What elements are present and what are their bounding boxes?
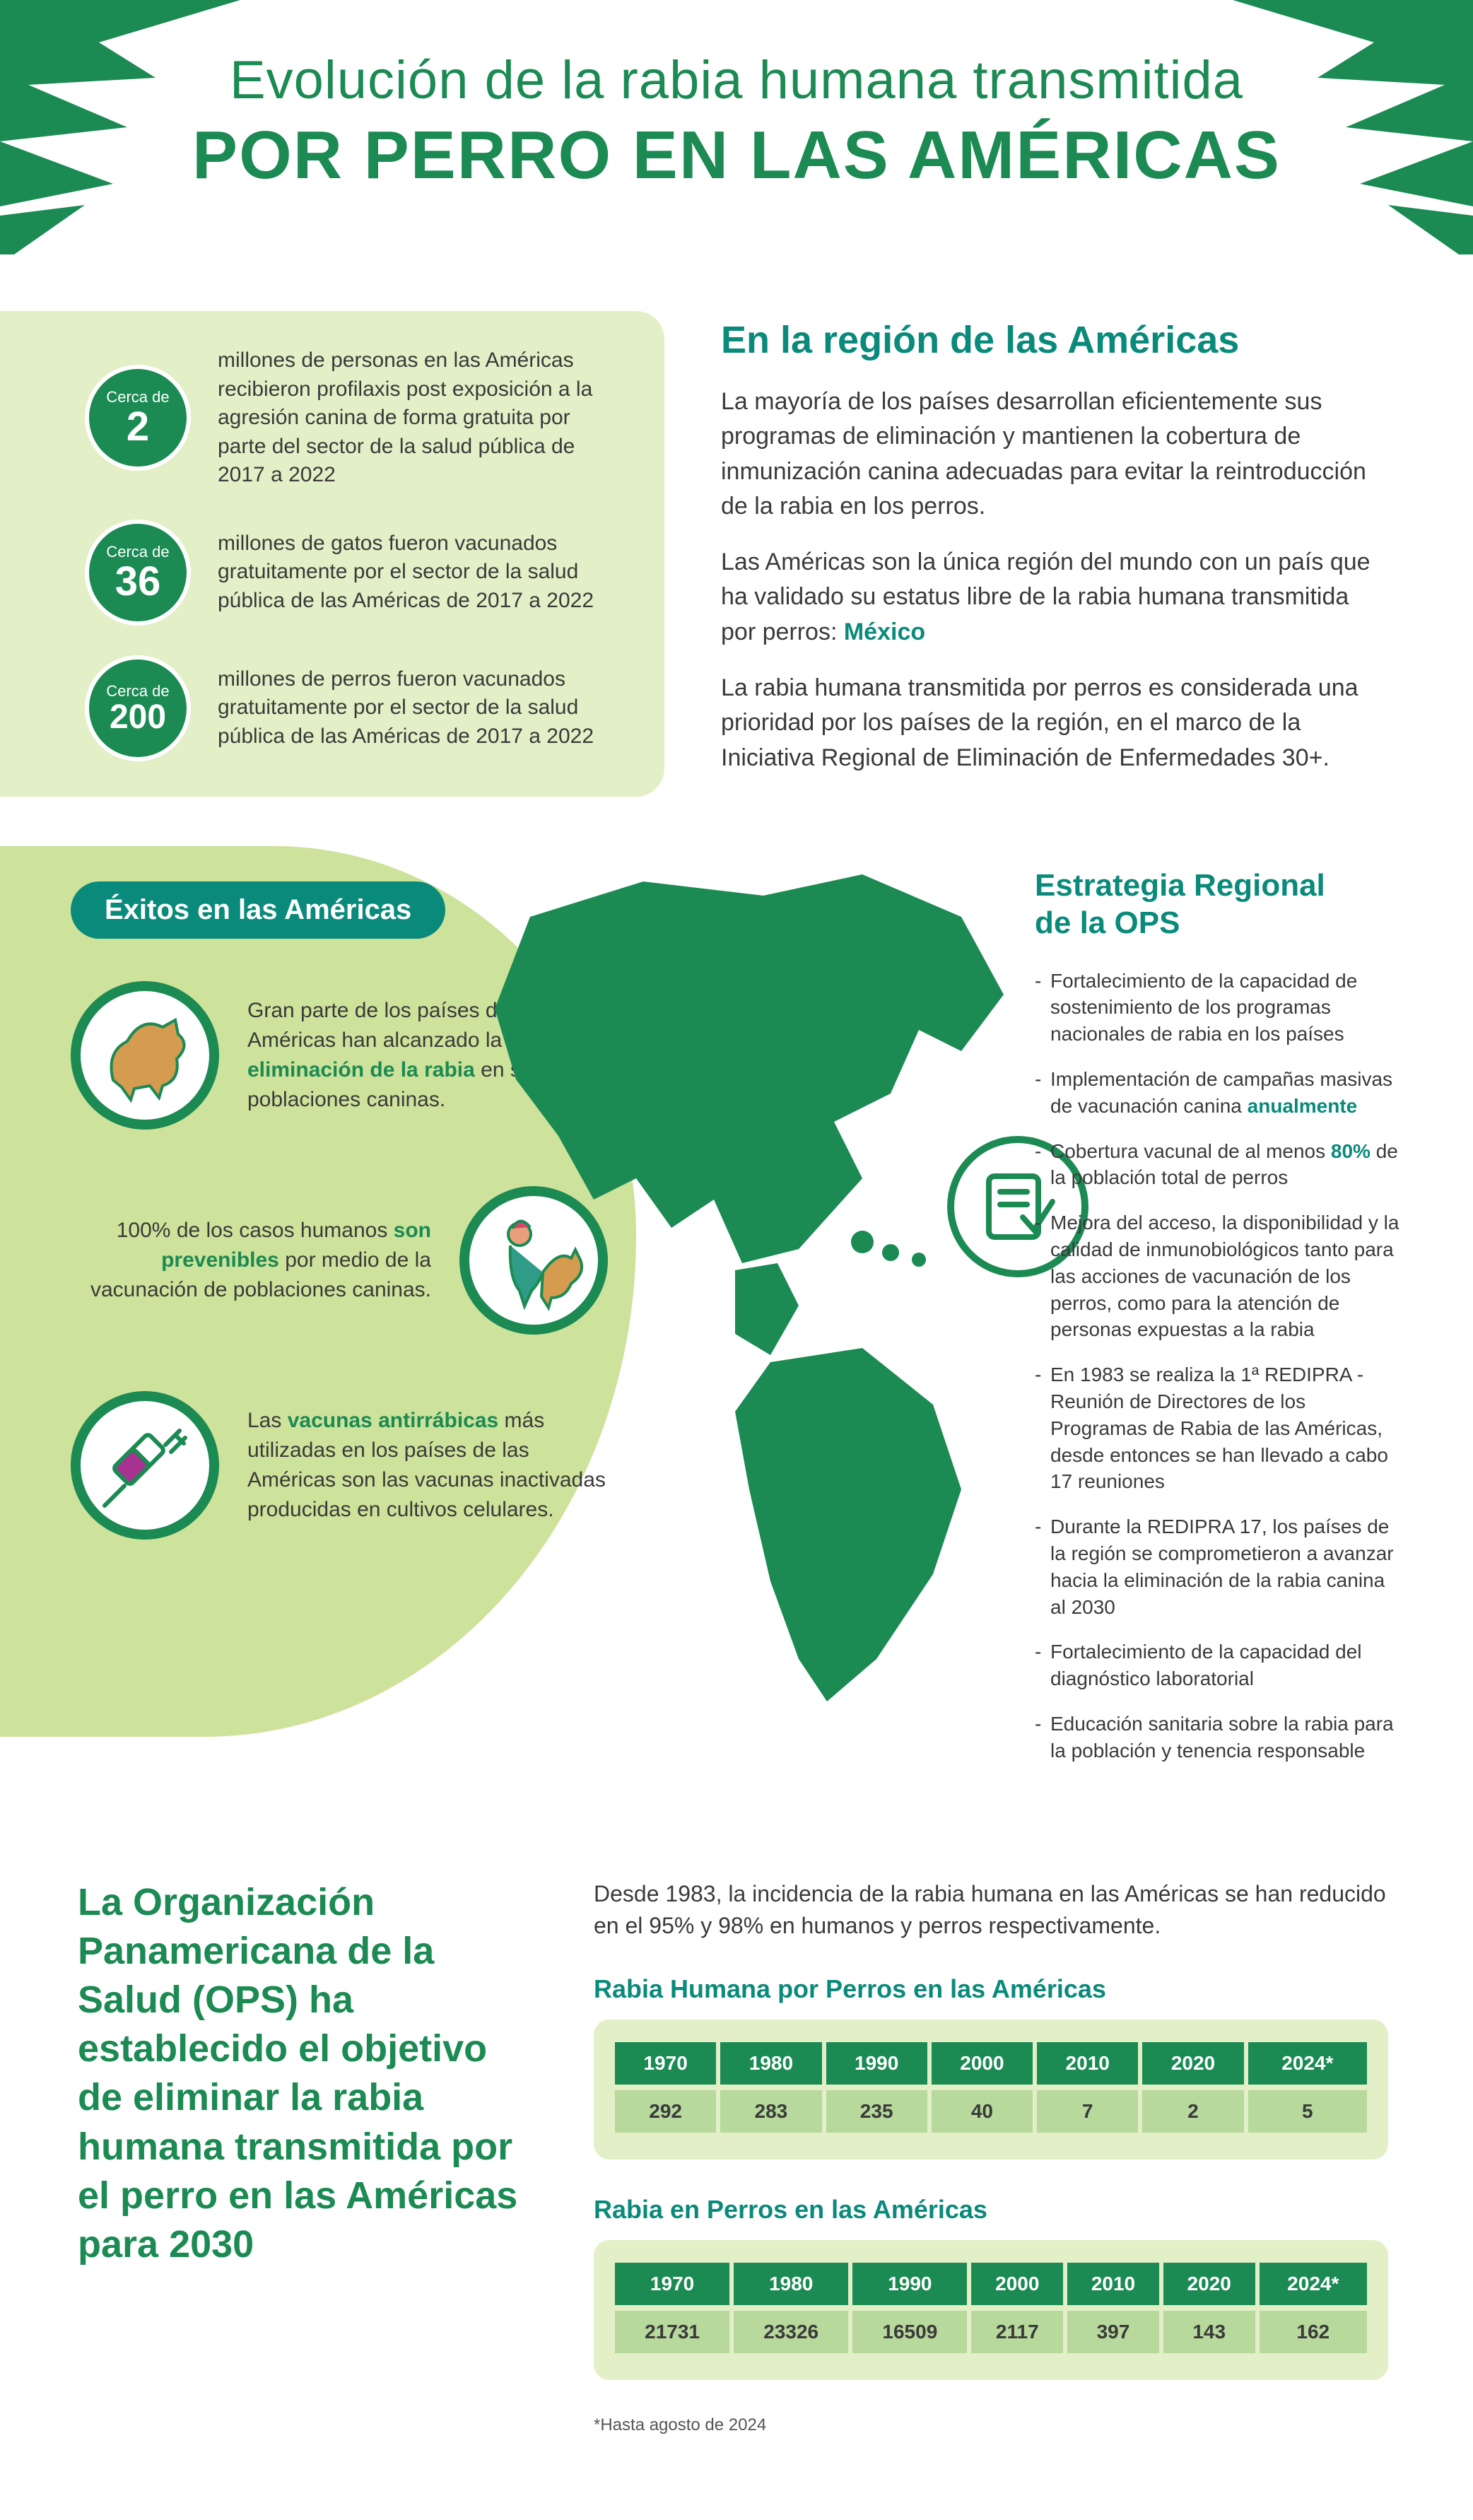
year-header: 2024* [1260, 2263, 1367, 2305]
stat-text: millones de perros fueron vacunados grat… [218, 665, 622, 751]
stat-text: millones de personas en las Américas rec… [218, 346, 622, 490]
value-cell: 2 [1142, 2090, 1243, 2133]
syringe-icon [71, 1391, 219, 1540]
table-value-row: 2173123326165092117397143162 [615, 2311, 1367, 2353]
table-humans: Rabia Humana por Perros en las Américas 1… [594, 1974, 1388, 2159]
year-header: 2020 [1142, 2042, 1243, 2085]
stat-badge: Cerca de2 [85, 365, 191, 471]
value-cell: 23326 [734, 2311, 848, 2353]
year-header: 1970 [615, 2042, 716, 2085]
strategy-list: Fortalecimiento de la capacidad de soste… [1035, 968, 1402, 1764]
region-block: En la región de las Américas La mayoría … [721, 311, 1388, 797]
year-header: 1980 [734, 2263, 848, 2305]
stat-badge: Cerca de36 [85, 520, 191, 626]
stats-card: Cerca de2millones de personas en las Amé… [0, 311, 664, 797]
year-header: 1990 [826, 2042, 927, 2085]
header: Evolución de la rabia humana transmitida… [0, 0, 1473, 311]
burst-right-ornament [1233, 0, 1473, 254]
stat-number: 2 [127, 406, 149, 447]
year-header: 2020 [1163, 2263, 1255, 2305]
strategy-item: Durante la REDIPRA 17, los países de la … [1035, 1513, 1402, 1620]
stat-number: 36 [115, 561, 161, 602]
data-table: 1970198019902000201020202024* 29228323540… [594, 2020, 1388, 2159]
stat-number: 200 [110, 701, 166, 734]
strategy-item: Fortalecimiento de la capacidad de soste… [1035, 968, 1402, 1048]
americas-map [466, 867, 1046, 1716]
year-header: 1990 [852, 2263, 967, 2305]
value-cell: 2117 [971, 2311, 1063, 2353]
strategy-item: Cobertura vacunal de al menos 80% de la … [1035, 1138, 1402, 1192]
value-cell: 143 [1163, 2311, 1255, 2353]
value-cell: 292 [615, 2090, 716, 2133]
value-cell: 283 [720, 2090, 821, 2133]
year-header: 2024* [1248, 2042, 1367, 2085]
strategy-item: Mejora del acceso, la disponibilidad y l… [1035, 1209, 1402, 1343]
table-title: Rabia en Perros en las Américas [594, 2195, 1388, 2225]
value-cell: 162 [1260, 2311, 1367, 2353]
table-header-row: 1970198019902000201020202024* [615, 2042, 1367, 2085]
strategy-item: En 1983 se realiza la 1ª REDIPRA - Reuni… [1035, 1361, 1402, 1495]
stat-row: Cerca de36 millones de gatos fueron vacun… [85, 520, 622, 626]
strategy: Estrategia Regional de la OPS Fortalecim… [1035, 867, 1402, 1783]
tables-footnote: *Hasta agosto de 2024 [594, 2415, 1388, 2435]
value-cell: 21731 [615, 2311, 729, 2353]
success-text: 100% de los casos humanos son prevenible… [71, 1216, 431, 1305]
stat-badge: Cerca de200 [85, 655, 191, 761]
dog-icon [71, 981, 219, 1130]
value-cell: 40 [932, 2090, 1033, 2133]
strategy-item: Fortalecimiento de la capacidad del diag… [1035, 1639, 1402, 1692]
table-dogs: Rabia en Perros en las Américas197019801… [594, 2195, 1388, 2380]
region-p3: La rabia humana transmitida por perros e… [721, 671, 1388, 775]
year-header: 1970 [615, 2263, 729, 2305]
tables-intro: Desde 1983, la incidencia de la rabia hu… [594, 1878, 1388, 1942]
strategy-heading: Estrategia Regional de la OPS [1035, 867, 1402, 942]
year-header: 1980 [720, 2042, 821, 2085]
strategy-item: Educación sanitaria sobre la rabia para … [1035, 1711, 1402, 1764]
year-header: 2000 [932, 2042, 1033, 2085]
value-cell: 235 [826, 2090, 927, 2133]
region-heading: En la región de las Américas [721, 318, 1388, 362]
value-cell: 16509 [852, 2311, 967, 2353]
year-header: 2000 [971, 2263, 1063, 2305]
burst-left-ornament [0, 0, 240, 254]
successes-title-pill: Éxitos en las Américas [71, 881, 445, 939]
stat-prefix: Cerca de [106, 682, 169, 701]
table-header-row: 1970198019902000201020202024* [615, 2263, 1367, 2305]
stat-text: millones de gatos fueron vacunados gratu… [218, 529, 622, 616]
region-mexico: México [844, 619, 925, 645]
year-header: 2010 [1037, 2042, 1138, 2085]
region-p2: Las Américas son la única región del mun… [721, 545, 1388, 650]
value-cell: 7 [1037, 2090, 1138, 2133]
stat-row: Cerca de200 millones de perros fueron vac… [85, 655, 622, 761]
region-p1: La mayoría de los países desarrollan efi… [721, 385, 1388, 524]
year-header: 2010 [1067, 2263, 1159, 2305]
value-cell: 5 [1248, 2090, 1367, 2133]
table-title: Rabia Humana por Perros en las Américas [594, 1974, 1388, 2004]
table-value-row: 29228323540725 [615, 2090, 1367, 2133]
data-table: 1970198019902000201020202024*21731233261… [594, 2240, 1388, 2380]
strategy-item: Implementación de campañas masivas de va… [1035, 1066, 1402, 1120]
value-cell: 397 [1067, 2311, 1159, 2353]
stat-row: Cerca de2 millones de personas en las Amé… [85, 346, 622, 490]
paho-goal-quote: La Organización Panamericana de la Salud… [78, 1878, 530, 2435]
